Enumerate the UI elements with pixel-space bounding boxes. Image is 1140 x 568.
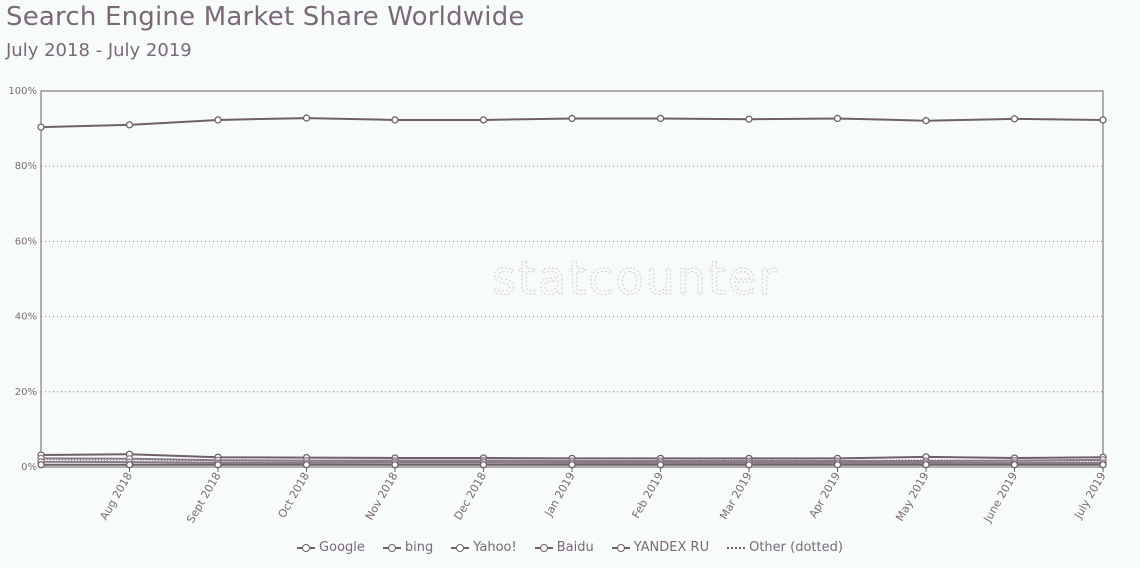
series-line-other-dotted xyxy=(40,458,1104,463)
data-point-yandex-ru xyxy=(568,461,576,469)
data-point-google xyxy=(833,114,842,123)
x-tick-label: Jan 2019 xyxy=(542,470,578,519)
legend-item[interactable]: YANDEX RU xyxy=(611,540,710,555)
data-point-google xyxy=(214,116,222,124)
data-point-google xyxy=(922,117,930,125)
legend-item[interactable]: Baidu xyxy=(534,540,594,555)
data-point-google xyxy=(1099,116,1107,124)
legend-label: Google xyxy=(319,540,365,555)
y-tick-label: 60% xyxy=(15,236,37,247)
legend-item[interactable]: bing xyxy=(382,540,434,555)
y-tick-label: 0% xyxy=(21,462,37,473)
data-point-yandex-ru xyxy=(125,461,134,469)
x-tick-label: Mar 2019 xyxy=(717,470,754,522)
y-tick-label: 20% xyxy=(15,387,37,398)
legend-item[interactable]: Yahoo! xyxy=(451,540,517,555)
data-point-google xyxy=(1010,115,1019,123)
data-point-yandex-ru xyxy=(656,461,665,469)
legend-item[interactable]: Google xyxy=(297,540,365,555)
data-point-google xyxy=(302,114,311,122)
legend-swatch-icon xyxy=(534,543,553,553)
x-tick-label: May 2019 xyxy=(893,470,931,523)
x-tick-label: Oct 2018 xyxy=(276,470,313,520)
y-tick-label: 40% xyxy=(15,312,37,323)
x-tick-label: Aug 2018 xyxy=(97,470,135,522)
x-tick-label: June 2019 xyxy=(981,470,1020,525)
chart-legend: Google bing Yahoo! Baidu YANDEX RU Other (dot… xyxy=(0,540,1140,555)
x-tick-label: Feb 2019 xyxy=(629,470,666,521)
data-point-google xyxy=(125,121,134,129)
data-point-yandex-ru xyxy=(1010,461,1019,469)
data-point-google xyxy=(745,115,753,123)
data-point-google xyxy=(656,114,665,123)
legend-swatch-icon xyxy=(611,543,630,553)
chart-subtitle: July 2018 - July 2019 xyxy=(6,40,192,61)
x-tick-label: Nov 2018 xyxy=(363,470,401,522)
data-point-google xyxy=(479,116,488,124)
legend-swatch-icon xyxy=(297,543,316,553)
x-tick-label: Apr 2019 xyxy=(807,470,844,520)
legend-item[interactable]: Other (dotted) xyxy=(727,540,843,555)
data-point-yandex-ru xyxy=(833,461,842,469)
x-tick-label: July 2019 xyxy=(1071,470,1108,522)
data-point-yandex-ru xyxy=(479,461,488,469)
y-tick-label: 100% xyxy=(8,86,37,97)
y-tick-label: 80% xyxy=(15,161,37,172)
data-point-google xyxy=(37,123,45,131)
series-other-dotted xyxy=(40,458,1104,463)
data-point-yandex-ru xyxy=(37,461,45,469)
legend-swatch-icon xyxy=(727,543,746,553)
data-point-google xyxy=(568,114,576,123)
x-tick-label: Sept 2018 xyxy=(184,470,224,525)
legend-label: Yahoo! xyxy=(473,540,517,555)
chart-title: Search Engine Market Share Worldwide xyxy=(6,2,525,32)
x-tick-label: Dec 2018 xyxy=(451,470,489,522)
data-point-yandex-ru xyxy=(391,461,399,469)
data-point-yandex-ru xyxy=(1099,461,1107,469)
series-layer xyxy=(37,114,1107,469)
legend-swatch-icon xyxy=(451,543,470,553)
legend-label: Baidu xyxy=(556,540,594,555)
data-point-google xyxy=(391,116,399,124)
data-point-yandex-ru xyxy=(922,461,930,469)
series-google xyxy=(37,114,1107,131)
legend-label: Other (dotted) xyxy=(749,540,843,555)
data-point-yandex-ru xyxy=(214,461,222,469)
legend-label: bing xyxy=(404,540,434,555)
statcounter-watermark: statcounter xyxy=(492,251,779,305)
data-point-yandex-ru xyxy=(745,461,753,469)
legend-label: YANDEX RU xyxy=(633,540,710,555)
legend-swatch-icon xyxy=(382,543,401,553)
